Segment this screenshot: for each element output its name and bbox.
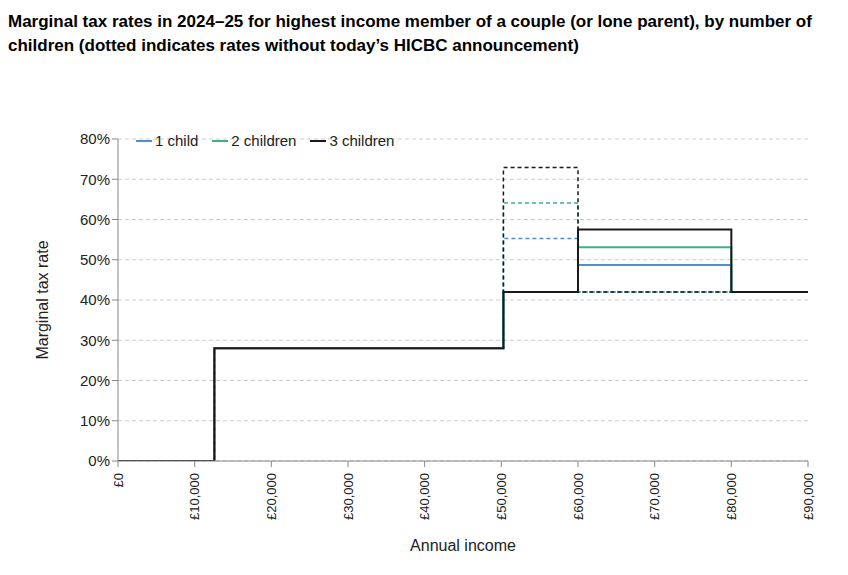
svg-text:Annual income: Annual income xyxy=(410,537,516,554)
svg-text:£20,000: £20,000 xyxy=(264,473,279,520)
svg-text:50%: 50% xyxy=(80,251,110,268)
svg-text:£10,000: £10,000 xyxy=(187,473,202,520)
svg-text:£50,000: £50,000 xyxy=(494,473,509,520)
html-text:3 children: 3 children xyxy=(329,132,395,149)
svg-text:£0: £0 xyxy=(111,473,126,487)
html-text:Marginal tax rates in 2024–25: Marginal tax rates in 2024–25 for highes… xyxy=(8,12,812,55)
svg-text:£40,000: £40,000 xyxy=(417,473,432,520)
svg-text:Marginal tax rate: Marginal tax rate xyxy=(34,240,51,359)
svg-text:£70,000: £70,000 xyxy=(647,473,662,520)
svg-text:£60,000: £60,000 xyxy=(571,473,586,520)
svg-text:60%: 60% xyxy=(80,211,110,228)
svg-text:£80,000: £80,000 xyxy=(724,473,739,520)
html-text:2 children: 2 children xyxy=(231,132,297,149)
svg-text:70%: 70% xyxy=(80,171,110,188)
svg-text:40%: 40% xyxy=(80,291,110,308)
html-text:1 child: 1 child xyxy=(155,132,199,149)
svg-text:80%: 80% xyxy=(80,130,110,147)
svg-text:0%: 0% xyxy=(88,452,110,469)
svg-text:10%: 10% xyxy=(80,412,110,429)
svg-text:20%: 20% xyxy=(80,372,110,389)
svg-text:£30,000: £30,000 xyxy=(341,473,356,520)
svg-text:30%: 30% xyxy=(80,332,110,349)
svg-text:£90,000: £90,000 xyxy=(801,473,816,520)
